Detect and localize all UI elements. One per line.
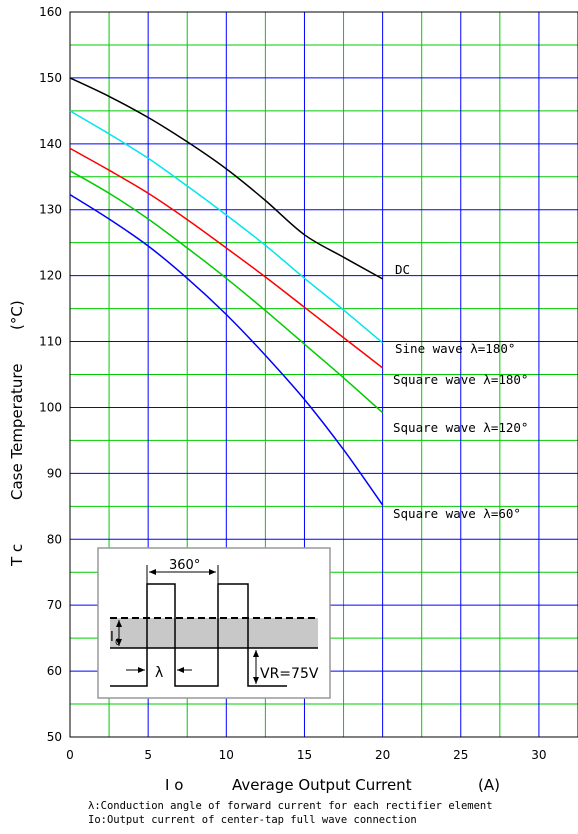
x-axis-label: Average Output Current — [232, 776, 412, 794]
y-tick-label: 120 — [39, 269, 62, 283]
y-tick-label: 90 — [47, 466, 62, 480]
series-line-square-120 — [69, 170, 384, 414]
io-arrow-top-head — [116, 620, 122, 627]
y-tick-label: 60 — [47, 664, 62, 678]
y-tick-label: 140 — [39, 137, 62, 151]
y-axis-symbol: T c — [8, 544, 26, 567]
period-arrow-right-head — [209, 569, 216, 575]
series-line-sine-180 — [69, 110, 384, 344]
x-axis-unit: (A) — [478, 776, 500, 794]
y-tick-label: 160 — [39, 5, 62, 19]
series-label-square-60: Square wave λ=60° — [393, 506, 521, 521]
x-tick-label: 30 — [531, 748, 546, 762]
square-waveform — [110, 583, 287, 687]
y-tick-label: 130 — [39, 203, 62, 217]
series-label-square-180: Square wave λ=180° — [393, 372, 528, 387]
lambda-label: λ — [155, 665, 163, 681]
x-tick-labels: 0 5 10 15 20 25 30 — [66, 748, 546, 762]
series-line-square-180 — [69, 147, 384, 369]
waveform-inset: 360° I 0 λ VR=75V — [97, 547, 331, 699]
period-arrow-left-head — [149, 569, 156, 575]
footnote-lambda: λ:Conduction angle of forward current fo… — [88, 800, 493, 812]
vr-label: VR=75V — [260, 666, 319, 682]
series-line-dc — [69, 77, 383, 280]
x-tick-label: 0 — [66, 748, 74, 762]
y-tick-label: 150 — [39, 71, 62, 85]
x-tick-label: 20 — [375, 748, 390, 762]
series-label-dc: DC — [395, 262, 410, 277]
series-labels: DC Sine wave λ=180° Square wave λ=180° Squa… — [393, 262, 528, 521]
y-axis-label: Case Temperature — [8, 364, 26, 501]
series-layer — [69, 77, 384, 506]
io-subscript: 0 — [115, 638, 121, 648]
x-tick-label: 5 — [144, 748, 152, 762]
lambda-arrow-head — [138, 667, 145, 673]
series-line-square-60 — [69, 193, 384, 506]
x-tick-label: 15 — [297, 748, 312, 762]
series-label-square-120: Square wave λ=120° — [393, 420, 528, 435]
vr-arrow-bottom-head — [253, 677, 259, 684]
io-label: I — [110, 630, 114, 645]
y-tick-label: 50 — [47, 730, 62, 744]
y-tick-label: 80 — [47, 532, 62, 546]
period-label: 360° — [169, 558, 200, 573]
y-tick-labels: 50 60 70 80 90 100 110 120 130 140 150 160 — [39, 5, 62, 744]
series-label-sine-180: Sine wave λ=180° — [395, 341, 515, 356]
average-band — [110, 618, 318, 648]
y-tick-label: 110 — [39, 335, 62, 349]
x-tick-label: 25 — [453, 748, 468, 762]
y-tick-label: 70 — [47, 598, 62, 612]
plot-frame — [69, 11, 578, 738]
y-tick-label: 100 — [39, 400, 62, 414]
lambda-arrow-right-head — [177, 667, 184, 673]
x-tick-label: 10 — [219, 748, 234, 762]
vr-arrow-top-head — [253, 650, 259, 657]
x-axis-symbol: I o — [165, 776, 183, 794]
y-axis-unit: (°C) — [8, 300, 26, 330]
io-arrow-bottom-head — [116, 639, 122, 646]
footnote-io: Io:Output current of center-tap full wav… — [88, 814, 417, 826]
